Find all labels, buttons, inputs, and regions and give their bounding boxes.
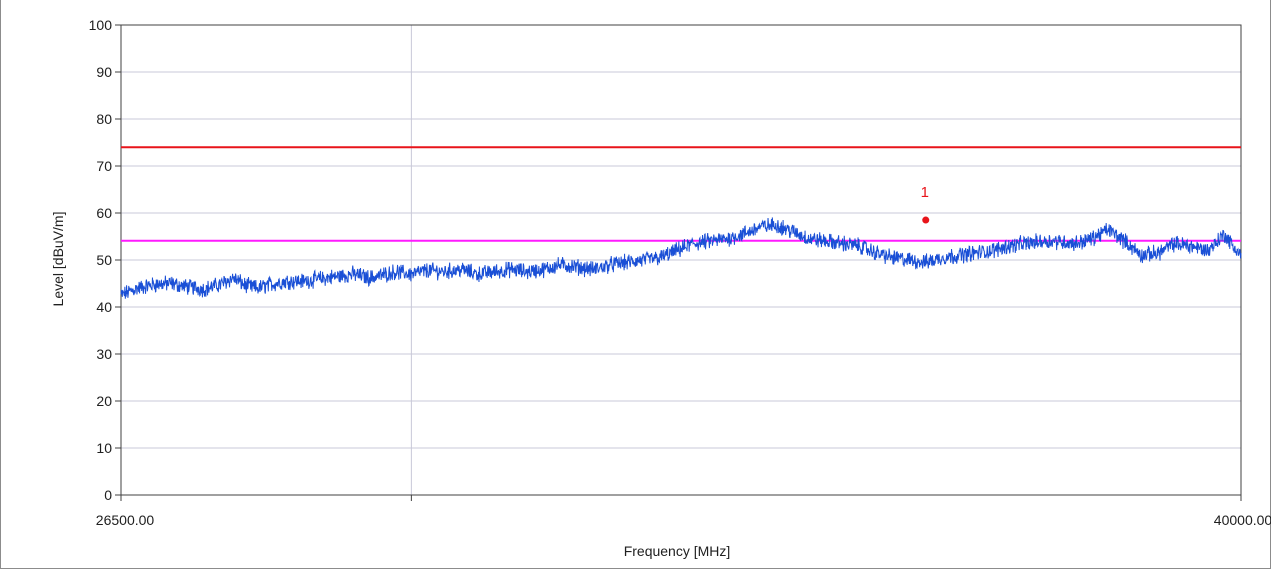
y-tick-label: 80	[96, 111, 112, 127]
x-tick-label: 26500.00	[96, 512, 155, 528]
y-tick-label: 50	[96, 252, 112, 268]
y-tick-label: 100	[89, 17, 113, 33]
y-tick-label: 20	[96, 393, 112, 409]
x-tick-label: 40000.00	[1214, 512, 1271, 528]
y-axis: 0 10 20 30 40 50 60 70 80 90 100	[89, 17, 121, 503]
y-tick-label: 70	[96, 158, 112, 174]
peak-marker	[922, 216, 930, 224]
y-tick-label: 30	[96, 346, 112, 362]
trace-layer	[120, 217, 1242, 299]
y-tick-label: 10	[96, 440, 112, 456]
grid	[121, 25, 1241, 495]
markers: 1	[921, 184, 930, 224]
y-tick-label: 0	[104, 487, 112, 503]
y-tick-label: 60	[96, 205, 112, 221]
peak-marker-label: 1	[921, 184, 929, 201]
y-tick-label: 90	[96, 64, 112, 80]
measurement-trace	[120, 217, 1242, 299]
x-axis: 26500.00 40000.00	[96, 495, 1271, 528]
x-axis-label: Frequency [MHz]	[624, 543, 731, 559]
y-tick-label: 40	[96, 299, 112, 315]
y-axis-label: Level [dBuV/m]	[50, 212, 66, 307]
limit-lines	[121, 146, 1241, 242]
